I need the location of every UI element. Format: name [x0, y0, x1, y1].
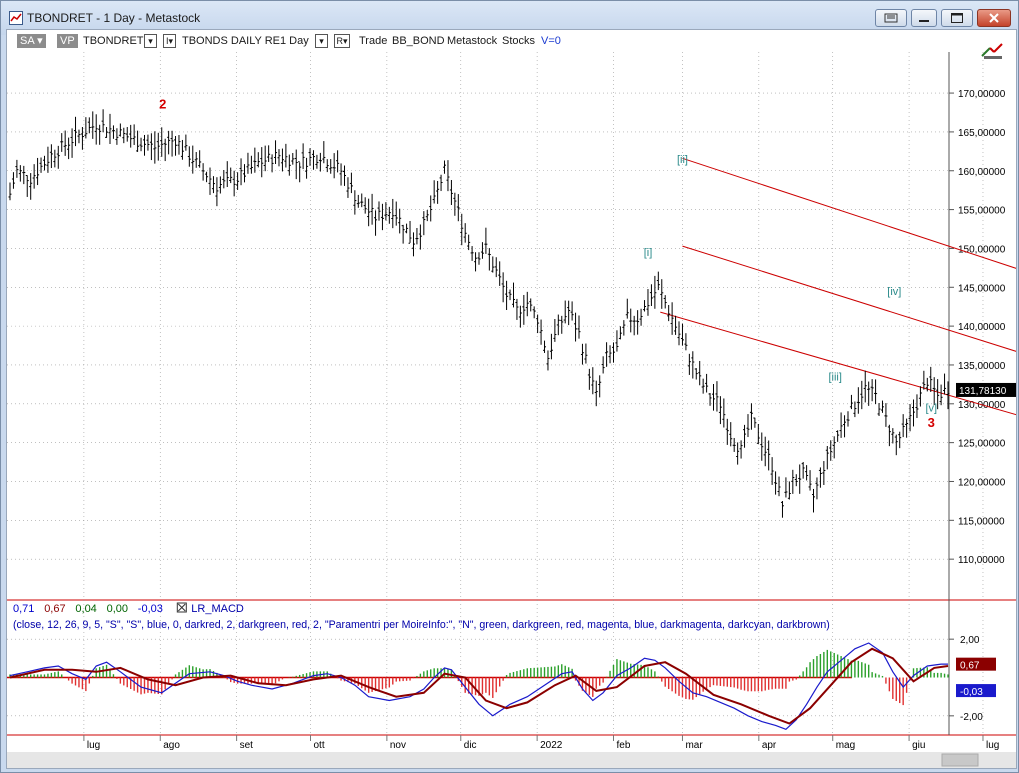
indicator-value: -0,03: [138, 603, 163, 615]
bb-label: BB_BOND: [392, 35, 445, 47]
chart-dropdown[interactable]: I▾: [163, 34, 176, 48]
horizontal-scrollbar[interactable]: [7, 752, 1016, 768]
current-price-box: [956, 382, 1016, 397]
y-tick-label: 155,00000: [958, 206, 1006, 217]
signal-value-label: 0,67: [960, 661, 980, 672]
wave-label: [i]: [644, 247, 653, 259]
chart-tool-icon[interactable]: [981, 43, 1003, 59]
app-icon: [9, 11, 23, 25]
app-label: Metastock: [447, 35, 498, 47]
signal-value-box: [956, 657, 996, 671]
channel-line[interactable]: [660, 311, 1016, 584]
y-tick-label: 145,00000: [958, 283, 1006, 294]
y-tick-label: 125,00000: [958, 439, 1006, 450]
x-tick-label: mar: [685, 740, 703, 751]
channel-line[interactable]: [682, 157, 1016, 479]
wave-label: [iii]: [828, 371, 841, 383]
signal-line: [9, 647, 949, 725]
sa-label: SA: [20, 35, 35, 47]
y-tick-label: 110,00000: [958, 555, 1005, 566]
minimize-button[interactable]: [911, 9, 937, 27]
wave-label: [iv]: [887, 286, 901, 298]
price-chart[interactable]: lug ago set ott nov dic 2022 feb mar apr mag giu lug…: [7, 30, 1016, 768]
vp-button[interactable]: VP: [57, 34, 78, 48]
indicator-close-x: [177, 603, 186, 612]
indicator-value: 0,04: [75, 603, 96, 615]
maximize-button[interactable]: [941, 9, 973, 27]
y-tick-label: 150,00000: [958, 244, 1006, 255]
indicator-value: 0,00: [107, 603, 128, 615]
y-tick-label: 120,00000: [958, 477, 1006, 488]
close-icon: [989, 13, 999, 23]
market-label: Stocks: [502, 35, 536, 47]
template-label: Trade: [359, 35, 388, 47]
close-button[interactable]: [977, 9, 1011, 27]
x-tick-label: set: [240, 740, 254, 751]
y-tick-label: 170,00000: [958, 89, 1006, 100]
y-tick-label: 165,00000: [958, 128, 1006, 139]
x-tick-label: feb: [616, 740, 630, 751]
indicator-name: LR_MACD: [191, 603, 244, 615]
wave-label: [ii]: [677, 154, 688, 166]
y-tick-label: 140,00000: [958, 322, 1006, 333]
x-tick-label: nov: [390, 740, 406, 751]
x-tick-label: lug: [986, 740, 999, 751]
macd-value-box: [956, 684, 996, 698]
volume-label: V=0: [541, 35, 561, 47]
y-tick-label: 135,00000: [958, 361, 1006, 372]
window-title: TBONDRET - 1 Day - Metastock: [27, 11, 201, 25]
x-tick-label: 2022: [540, 740, 563, 751]
y-tick-label: 160,00000: [958, 167, 1006, 178]
x-tick-label: lug: [87, 740, 100, 751]
x-tick-label: apr: [762, 740, 777, 751]
channel-line[interactable]: [682, 245, 1016, 553]
template-dropdown[interactable]: R▾: [334, 34, 350, 48]
macd-line: [9, 642, 948, 730]
y-tick-label: 115,00000: [958, 516, 1005, 527]
chart-toolbar: SA ▾ VP TBONDRET ▾ I▾ TBONDS DAILY RE 1 …: [7, 30, 1016, 52]
scrollbar-thumb[interactable]: [941, 753, 979, 767]
indicator-y-label: -2,00: [960, 712, 983, 723]
restore-layout-button[interactable]: [875, 9, 907, 27]
price-panel: [7, 52, 948, 618]
indicator-value: 0,67: [44, 603, 65, 615]
maximize-icon: [951, 13, 963, 23]
macd-value-label: -0,03: [960, 687, 983, 698]
period-dropdown[interactable]: ▾: [315, 34, 328, 48]
chart-window: SA ▾ VP TBONDRET ▾ I▾ TBONDS DAILY RE 1 …: [6, 29, 1017, 769]
x-tick-label: dic: [464, 740, 477, 751]
current-price-label: 131,78130: [959, 386, 1007, 397]
symbol-dropdown[interactable]: ▾: [144, 34, 157, 48]
x-tick-label: mag: [836, 740, 855, 751]
indicator-value: 0,71: [13, 603, 34, 615]
restore-layout-icon: [884, 13, 898, 23]
x-tick-label: giu: [912, 740, 925, 751]
wave-label: 3: [928, 415, 935, 430]
symbol-label: TBONDRET: [83, 35, 144, 47]
period-label: 1 Day: [280, 35, 309, 47]
wave-label: 2: [159, 97, 166, 112]
indicator-params: (close, 12, 26, 9, 5, "S", "S", blue, 0,…: [13, 619, 830, 631]
chart-name-label: TBONDS DAILY RE: [182, 35, 281, 47]
wave-label: [v]: [925, 403, 937, 415]
minimize-icon: [919, 20, 929, 22]
x-tick-label: ott: [314, 740, 325, 751]
sa-button[interactable]: SA ▾: [17, 34, 46, 48]
x-tick-label: ago: [163, 740, 180, 751]
indicator-y-label: 2,00: [960, 635, 980, 646]
